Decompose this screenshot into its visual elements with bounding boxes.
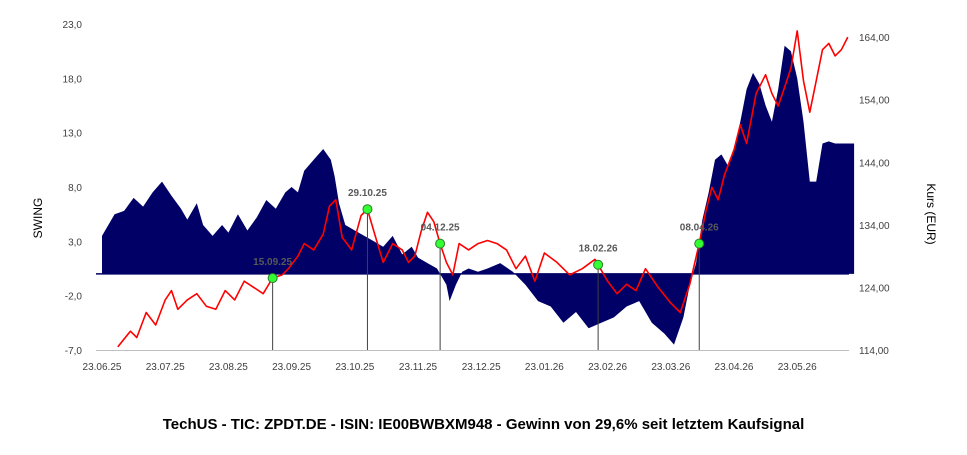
x-tick-label: 23.12.25 xyxy=(462,362,501,373)
signal-label-2: 29.10.25 xyxy=(348,188,387,199)
x-tick-label: 23.07.25 xyxy=(146,362,185,373)
x-tick-label: 23.04.26 xyxy=(715,362,754,373)
plot-area: 15.09.25 29.10.25 04.12.25 18.02.26 08.04.26 xyxy=(96,30,855,350)
swing-chart: 15.09.25 29.10.25 04.12.25 18.02.26 08.04.26… xyxy=(31,20,938,373)
swing-area xyxy=(102,45,855,345)
x-tick-label: 23.09.25 xyxy=(272,362,311,373)
right-tick-label: 144,00 xyxy=(859,158,890,169)
x-tick-label: 23.01.26 xyxy=(525,362,564,373)
signal-marker-2 xyxy=(362,204,373,215)
signal-label-1: 15.09.25 xyxy=(253,257,292,268)
left-tick-label: 18,0 xyxy=(63,74,83,85)
x-tick-label: 23.02.26 xyxy=(588,362,627,373)
signal-marker-4 xyxy=(593,259,604,270)
right-tick-label: 134,00 xyxy=(859,221,890,232)
x-tick-label: 23.03.26 xyxy=(651,362,690,373)
x-tick-label: 23.11.25 xyxy=(399,362,438,373)
right-tick-label: 154,00 xyxy=(859,96,890,107)
x-tick-label: 23.10.25 xyxy=(335,362,374,373)
left-tick-label: -2,0 xyxy=(65,292,83,303)
left-axis-title: SWING xyxy=(31,198,45,239)
signal-marker-5 xyxy=(694,238,705,249)
left-tick-label: -7,0 xyxy=(65,346,83,357)
signal-label-3: 04.12.25 xyxy=(421,223,460,234)
x-tick-label: 23.05.26 xyxy=(778,362,817,373)
left-tick-label: 8,0 xyxy=(68,183,82,194)
right-axis-title: Kurs (EUR) xyxy=(924,183,938,244)
kurs-line xyxy=(117,30,849,348)
right-tick-label: 164,00 xyxy=(859,33,890,44)
signal-label-4: 18.02.26 xyxy=(579,244,618,255)
left-tick-label: 23,0 xyxy=(63,20,83,31)
signal-label-5: 08.04.26 xyxy=(680,223,719,234)
left-tick-label: 3,0 xyxy=(68,237,82,248)
x-tick-label: 23.08.25 xyxy=(209,362,248,373)
right-tick-label: 124,00 xyxy=(859,283,890,294)
signal-marker-3 xyxy=(435,238,446,249)
signal-marker-1 xyxy=(267,273,278,284)
left-tick-label: 13,0 xyxy=(63,129,83,140)
chart-caption: TechUS - TIC: ZPDT.DE - ISIN: IE00BWBXM9… xyxy=(162,416,805,433)
right-tick-label: 114,00 xyxy=(859,346,889,357)
x-tick-label: 23.06.25 xyxy=(83,362,122,373)
